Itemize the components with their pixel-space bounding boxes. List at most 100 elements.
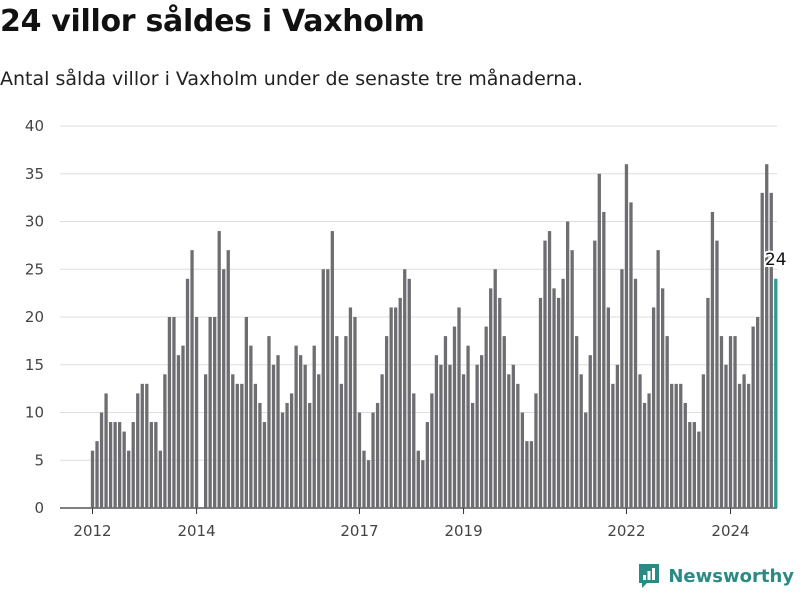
bar xyxy=(299,355,303,508)
bar xyxy=(470,402,475,508)
brand-name: Newsworthy xyxy=(668,565,794,587)
bar xyxy=(611,383,615,508)
bar xyxy=(118,422,122,508)
bar xyxy=(584,412,588,508)
y-axis-ticks: 0 5 10 15 20 25 30 35 40 xyxy=(25,117,44,517)
bar xyxy=(565,221,570,508)
bar xyxy=(104,393,108,508)
bar xyxy=(647,393,651,508)
bar xyxy=(480,355,484,508)
bar xyxy=(149,422,153,508)
bar xyxy=(90,450,95,508)
bar xyxy=(308,402,312,508)
bar xyxy=(262,422,267,508)
bar xyxy=(484,326,488,508)
bar xyxy=(380,374,384,508)
bar xyxy=(190,250,194,508)
bar xyxy=(330,231,334,509)
bar xyxy=(412,393,416,508)
bar xyxy=(534,393,538,508)
bar xyxy=(172,317,176,508)
bar xyxy=(498,297,502,508)
bar xyxy=(688,422,692,508)
bar xyxy=(403,269,407,508)
bar xyxy=(760,192,764,508)
bar xyxy=(529,441,534,508)
bar xyxy=(692,422,696,508)
value-label-highlight: 24 xyxy=(765,250,787,270)
bar xyxy=(294,345,298,508)
bar xyxy=(439,364,443,508)
bar xyxy=(679,383,683,508)
bar xyxy=(606,307,610,508)
newsworthy-logo-icon xyxy=(639,564,660,588)
bar xyxy=(525,441,529,508)
bar xyxy=(756,317,760,508)
bar xyxy=(629,202,633,508)
bar xyxy=(407,278,411,508)
bar xyxy=(339,383,344,508)
bar xyxy=(366,460,371,508)
bar xyxy=(493,269,497,508)
bar xyxy=(344,336,348,508)
bar xyxy=(176,355,181,508)
bar xyxy=(570,250,574,508)
bar xyxy=(416,450,420,508)
bar xyxy=(217,231,221,509)
x-tick-label: 2022 xyxy=(607,522,645,540)
bar xyxy=(633,278,638,508)
bar xyxy=(638,374,642,508)
bar xyxy=(163,374,167,508)
bar xyxy=(434,355,439,508)
bar xyxy=(203,374,208,508)
bar xyxy=(710,211,715,508)
bar xyxy=(593,240,597,508)
y-tick-label: 25 xyxy=(25,260,44,278)
bar xyxy=(575,336,579,508)
bar xyxy=(765,164,769,508)
bar xyxy=(728,336,733,508)
bar xyxy=(624,164,629,508)
bar xyxy=(507,374,511,508)
x-tick-label: 2024 xyxy=(711,522,749,540)
bar xyxy=(154,422,158,508)
bar xyxy=(697,431,701,508)
bar xyxy=(425,422,429,508)
bar xyxy=(466,345,470,508)
bar xyxy=(489,288,493,508)
y-tick-label: 15 xyxy=(25,356,44,374)
bar xyxy=(357,412,362,508)
bar xyxy=(122,431,126,508)
y-tick-label: 0 xyxy=(34,499,44,517)
bar-highlight xyxy=(774,278,778,508)
bar xyxy=(362,450,366,508)
bar xyxy=(742,374,746,508)
bar xyxy=(398,297,402,508)
bar xyxy=(769,192,773,508)
bar xyxy=(231,374,235,508)
bar xyxy=(751,326,755,508)
bar xyxy=(321,269,325,508)
bar xyxy=(249,345,253,508)
bar xyxy=(665,336,669,508)
bar xyxy=(113,422,117,508)
bar xyxy=(335,336,339,508)
bar xyxy=(108,422,113,508)
bar xyxy=(502,336,506,508)
bar xyxy=(733,336,737,508)
bar xyxy=(253,383,258,508)
bar xyxy=(208,317,212,508)
bar xyxy=(371,412,375,508)
chart-title: 24 villor såldes i Vaxholm xyxy=(0,4,425,39)
bar xyxy=(285,402,289,508)
bar xyxy=(222,269,226,508)
bar xyxy=(552,288,556,508)
bar-chart: 0 5 10 15 20 25 30 35 40 2012 2014 2017 2019 2022 202… xyxy=(25,117,789,540)
bar xyxy=(158,450,163,508)
bar xyxy=(136,393,140,508)
bar xyxy=(674,383,678,508)
bar xyxy=(719,336,724,508)
bar xyxy=(452,326,457,508)
bar xyxy=(651,307,656,508)
bar xyxy=(226,250,230,508)
